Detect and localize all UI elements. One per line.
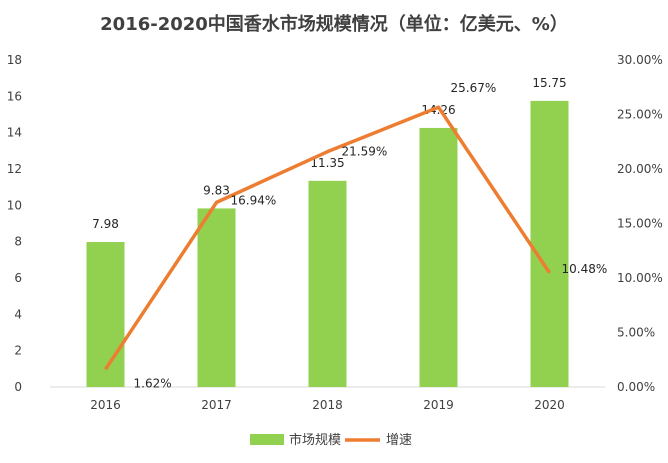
y-left-tick-label: 2: [14, 344, 22, 358]
line-data-label: 25.67%: [451, 81, 497, 95]
legend-label-line: 增速: [386, 433, 412, 448]
y-left-tick-label: 10: [7, 198, 22, 212]
x-tick-label: 2018: [312, 398, 343, 412]
y-left-tick-label: 16: [7, 89, 22, 103]
y-left-tick-label: 14: [7, 126, 22, 140]
line-data-label: 21.59%: [342, 145, 388, 159]
y-left-tick-label: 18: [7, 53, 22, 67]
x-tick-label: 2020: [534, 398, 565, 412]
x-tick-label: 2019: [423, 398, 454, 412]
y-right-tick-label: 30.00%: [617, 53, 663, 67]
y-left-tick-label: 8: [14, 235, 22, 249]
y-left-tick-label: 6: [14, 271, 22, 285]
y-right-tick-label: 15.00%: [617, 217, 663, 231]
y-right-tick-label: 0.00%: [617, 380, 655, 394]
y-left-tick-label: 0: [14, 380, 22, 394]
legend-label-bar: 市场规模: [289, 432, 341, 448]
chart-title: 2016-2020中国香水市场规模情况（单位：亿美元、%）: [100, 14, 568, 35]
bar-data-label: 9.83: [203, 183, 230, 197]
bar: [530, 100, 569, 387]
legend-swatch-bar: [250, 434, 284, 445]
bar: [197, 208, 236, 387]
growth-line: [104, 105, 551, 371]
bar-data-label: 7.98: [92, 217, 119, 231]
line-data-label: 10.48%: [562, 262, 608, 276]
bar: [86, 242, 125, 387]
line-data-label: 1.62%: [134, 376, 172, 390]
bar: [308, 180, 347, 387]
y-right-tick-label: 20.00%: [617, 162, 663, 176]
bar: [419, 127, 458, 388]
y-left-tick-label: 12: [7, 162, 22, 176]
line-data-label: 16.94%: [231, 193, 277, 207]
y-left-tick-label: 4: [14, 307, 22, 321]
x-tick-label: 2016: [90, 398, 121, 412]
bar-data-label: 15.75: [532, 76, 566, 90]
bar-data-label: 11.35: [310, 156, 344, 170]
y-right-tick-label: 10.00%: [617, 271, 663, 285]
y-right-tick-label: 5.00%: [617, 326, 655, 340]
x-tick-label: 2017: [201, 398, 232, 412]
y-right-tick-label: 25.00%: [617, 108, 663, 122]
